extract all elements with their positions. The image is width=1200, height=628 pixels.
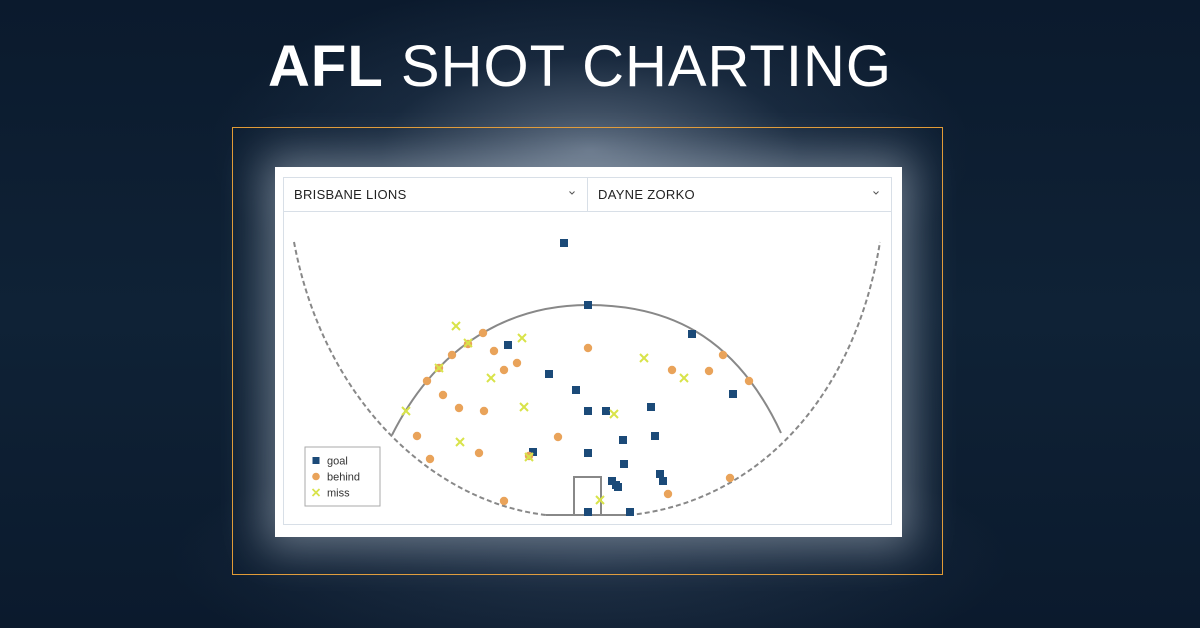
behind-marker (474, 448, 484, 458)
miss-marker (679, 373, 689, 383)
chart-panel: BRISBANE LIONS DAYNE ZORKO (283, 177, 892, 525)
behind-marker (553, 432, 563, 442)
behind-legend-icon (312, 472, 320, 481)
goal-marker (572, 386, 580, 394)
miss-marker (517, 333, 527, 343)
goal-legend-icon (312, 457, 320, 464)
legend-label-goal: goal (327, 456, 348, 468)
goal-marker (647, 403, 655, 411)
behind-marker (438, 390, 448, 400)
behind-marker (583, 343, 593, 353)
goal-marker (729, 390, 737, 398)
miss-legend-icon (311, 488, 321, 497)
behind-marker (499, 365, 509, 375)
behind-marker (663, 489, 673, 499)
team-select[interactable]: BRISBANE LIONS (284, 178, 588, 211)
goal-marker (584, 508, 592, 516)
shot-markers (401, 239, 754, 516)
legend: goal behind miss (304, 446, 381, 507)
miss-marker (639, 353, 649, 363)
chart-card: BRISBANE LIONS DAYNE ZORKO (275, 167, 902, 537)
goal-marker (584, 301, 592, 309)
miss-marker (519, 402, 529, 412)
goal-marker (504, 341, 512, 349)
behind-marker (499, 496, 509, 506)
behind-marker (447, 350, 457, 360)
behind-marker (718, 350, 728, 360)
behind-marker (704, 366, 714, 376)
player-select-value: DAYNE ZORKO (598, 187, 695, 202)
goal-marker (651, 432, 659, 440)
goal-marker (529, 448, 537, 456)
behind-marker (425, 454, 435, 464)
behind-marker (478, 328, 488, 338)
miss-marker (455, 437, 465, 447)
miss-marker (434, 363, 444, 373)
miss-marker (609, 409, 619, 419)
goal-marker (659, 477, 667, 485)
behind-marker (422, 376, 432, 386)
goal-marker (584, 449, 592, 457)
fifty-metre-arc (391, 303, 782, 436)
goal-marker (584, 407, 592, 415)
legend-label-miss: miss (327, 488, 350, 500)
miss-marker (486, 373, 496, 383)
title-bold: AFL (268, 34, 384, 99)
accent-frame (232, 127, 943, 575)
goal-marker (614, 483, 622, 491)
goal-marker (545, 370, 553, 378)
miss-marker (463, 338, 473, 348)
miss-marker (401, 406, 411, 416)
behind-marker (489, 346, 499, 356)
behind-marker (479, 406, 489, 416)
field-lines (293, 241, 881, 516)
goal-marker (602, 407, 610, 415)
goal-marker (560, 239, 568, 247)
miss-marker (595, 495, 605, 505)
behind-marker (412, 431, 422, 441)
behind-marker (454, 403, 464, 413)
miss-marker (524, 452, 534, 462)
player-select[interactable]: DAYNE ZORKO (588, 178, 891, 211)
shot-chart: goal behind miss (293, 239, 881, 516)
goal-marker (619, 436, 627, 444)
miss-marker (451, 321, 461, 331)
team-select-value: BRISBANE LIONS (294, 187, 407, 202)
chevron-down-icon (569, 191, 575, 195)
boundary-line (293, 241, 881, 516)
filter-bar: BRISBANE LIONS DAYNE ZORKO (284, 178, 891, 212)
goal-marker (626, 508, 634, 516)
behind-marker (725, 473, 735, 483)
behind-marker (744, 376, 754, 386)
behind-marker (512, 358, 522, 368)
goal-marker (688, 330, 696, 338)
goal-marker (656, 470, 664, 478)
behind-marker (667, 365, 677, 375)
chevron-down-icon (873, 191, 879, 195)
title-light: SHOT CHARTING (400, 34, 892, 99)
page-title: AFL SHOT CHARTING (0, 34, 1160, 100)
legend-label-behind: behind (327, 472, 360, 484)
goal-marker (620, 460, 628, 468)
